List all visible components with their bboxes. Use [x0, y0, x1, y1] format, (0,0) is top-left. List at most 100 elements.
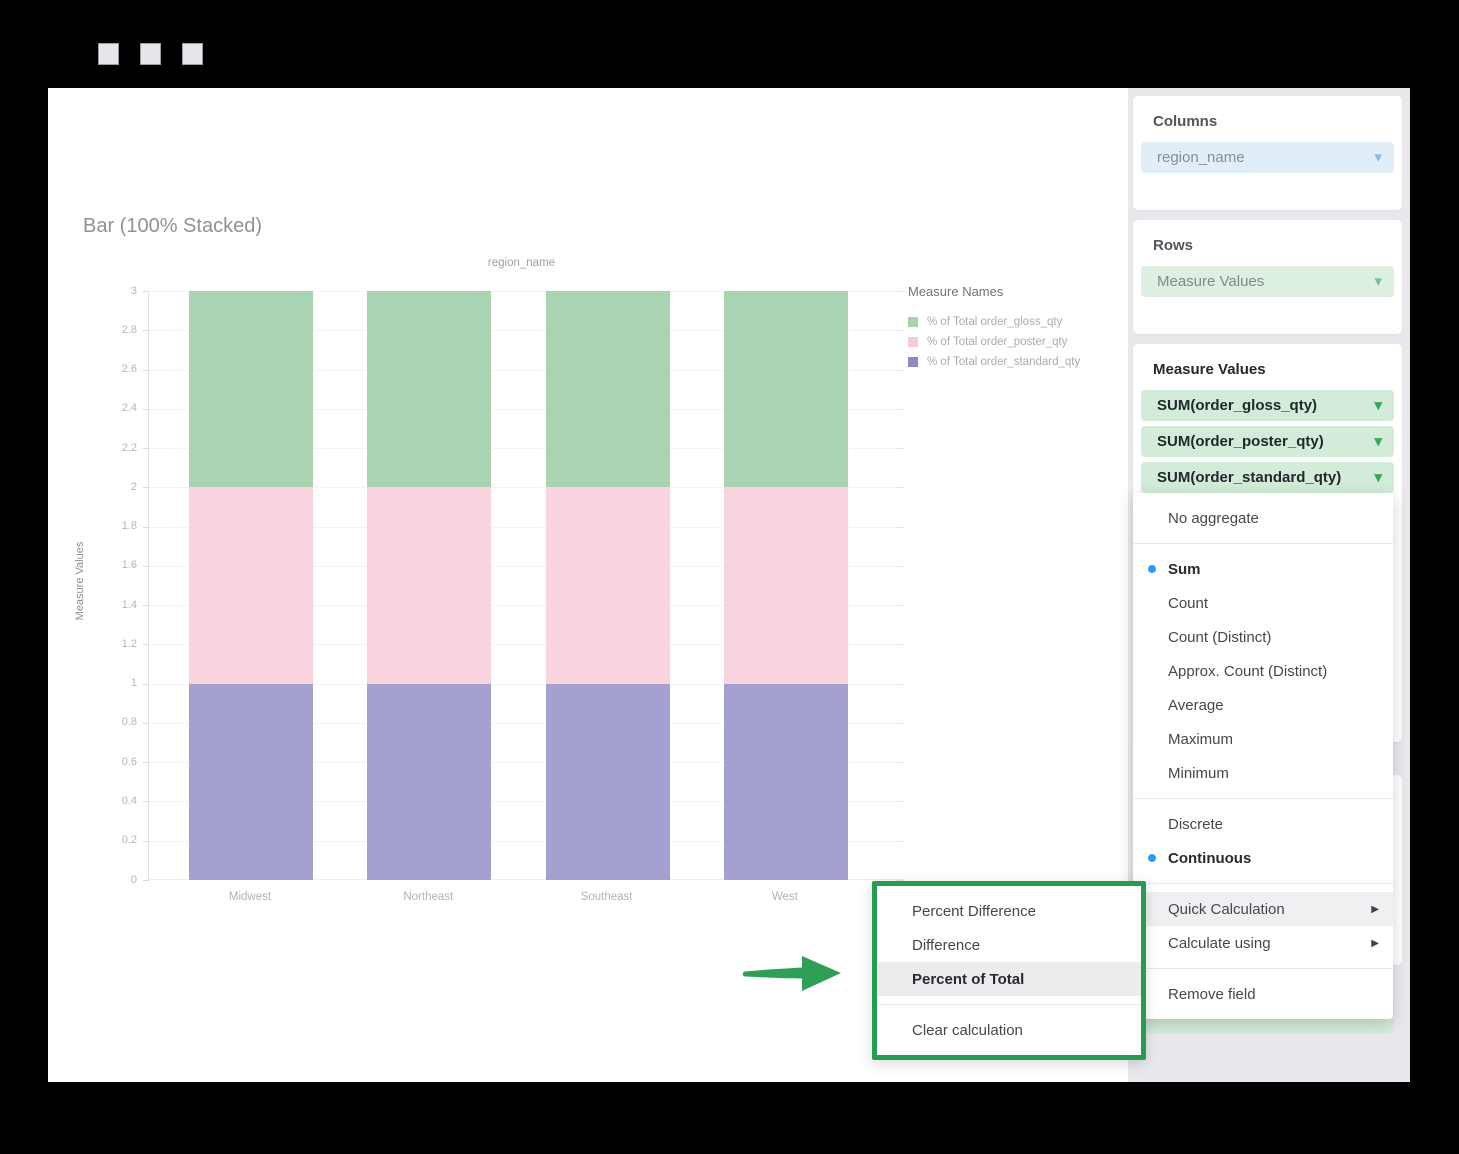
y-tick-mark: [896, 408, 904, 410]
menu-item-no-aggregate[interactable]: No aggregate: [1133, 501, 1393, 535]
menu-item-percent-difference[interactable]: Percent Difference: [877, 894, 1141, 928]
bar-segment-of-total-order-gloss-qty-west[interactable]: [723, 291, 848, 488]
legend-entry-label: % of Total order_poster_qty: [927, 336, 1068, 348]
window-control[interactable]: [140, 43, 161, 65]
pill-sum-order-standard-qty[interactable]: SUM(order_standard_qty) ▾: [1141, 462, 1394, 493]
dropdown-triangle-icon[interactable]: ▾: [1374, 273, 1382, 290]
menu-item-calculate-using[interactable]: Calculate using ▶: [1133, 926, 1393, 960]
gridline: [149, 330, 896, 332]
selected-dot-icon: [1148, 854, 1156, 862]
menu-item-label: Percent of Total: [912, 970, 1025, 988]
bar-segment-of-total-order-gloss-qty-midwest[interactable]: [189, 291, 313, 488]
rows-shelf-card: Rows Measure Values ▾: [1133, 220, 1402, 334]
bar-segment-of-total-order-poster-qty-northeast[interactable]: [367, 487, 492, 684]
gridline: [149, 448, 896, 450]
bar-segment-of-total-order-standard-qty-northeast[interactable]: [367, 683, 492, 880]
menu-item-maximum[interactable]: Maximum: [1133, 722, 1393, 756]
gridline: [149, 291, 896, 292]
y-tick-label: 1: [130, 677, 137, 690]
y-tick-mark: [143, 762, 149, 764]
y-tick-mark: [896, 722, 904, 724]
gridline: [149, 722, 896, 724]
window-control[interactable]: [98, 43, 119, 65]
bar-segment-of-total-order-poster-qty-midwest[interactable]: [189, 487, 313, 684]
y-tick-label: 2: [130, 480, 137, 493]
y-tick-mark: [896, 801, 904, 803]
menu-item-label: Count (Distinct): [1168, 628, 1272, 646]
menu-item-label: Minimum: [1168, 764, 1229, 782]
menu-item-remove-field[interactable]: Remove field: [1133, 977, 1393, 1011]
dropdown-triangle-icon[interactable]: ▾: [1374, 149, 1382, 166]
menu-item-count[interactable]: Count: [1133, 586, 1393, 620]
menu-section: Remove field: [1133, 968, 1393, 1019]
y-tick-mark: [143, 330, 149, 332]
y-tick-mark: [896, 840, 904, 842]
legend-swatch-icon: [908, 357, 918, 367]
pill-label: SUM(order_poster_qty): [1157, 433, 1324, 450]
menu-item-percent-of-total[interactable]: Percent of Total: [877, 962, 1141, 996]
menu-item-quick-calculation[interactable]: Quick Calculation ▶: [1133, 892, 1393, 926]
bar-segment-of-total-order-standard-qty-midwest[interactable]: [189, 683, 313, 880]
gridline: [149, 605, 896, 607]
bar-segment-of-total-order-gloss-qty-northeast[interactable]: [367, 291, 492, 488]
measure-values-header: Measure Values: [1153, 361, 1266, 378]
legend-entry-of-total-order-poster-qty[interactable]: % of Total order_poster_qty: [908, 332, 1080, 352]
gridline: [149, 487, 896, 489]
y-tick-mark: [143, 722, 149, 724]
y-tick-mark: [896, 762, 904, 764]
y-tick-mark: [143, 565, 149, 567]
menu-item-count-distinct[interactable]: Count (Distinct): [1133, 620, 1393, 654]
gridline: [149, 408, 896, 410]
y-tick-mark: [896, 526, 904, 528]
menu-item-label: Remove field: [1168, 985, 1256, 1003]
menu-item-label: Average: [1168, 696, 1224, 714]
legend-entry-label: % of Total order_standard_qty: [927, 356, 1081, 368]
gridline: [149, 565, 896, 567]
columns-shelf-header: Columns: [1153, 113, 1218, 130]
menu-item-difference[interactable]: Difference: [877, 928, 1141, 962]
legend-entry-of-total-order-gloss-qty[interactable]: % of Total order_gloss_qty: [908, 312, 1080, 332]
menu-item-minimum[interactable]: Minimum: [1133, 756, 1393, 790]
gridline: [149, 762, 896, 764]
bar-segment-of-total-order-poster-qty-west[interactable]: [723, 487, 848, 684]
menu-item-discrete[interactable]: Discrete: [1133, 807, 1393, 841]
menu-item-average[interactable]: Average: [1133, 688, 1393, 722]
pill-region-name[interactable]: region_name ▾: [1141, 142, 1394, 173]
callout-arrow-icon: [742, 956, 841, 991]
y-tick-label: 0.8: [121, 716, 137, 729]
bar-segment-of-total-order-poster-qty-southeast[interactable]: [545, 487, 670, 684]
y-tick-label: 1.4: [121, 598, 137, 611]
y-tick-mark: [143, 880, 149, 881]
pill-sum-order-poster-qty[interactable]: SUM(order_poster_qty) ▾: [1141, 426, 1394, 457]
y-tick-mark: [143, 801, 149, 803]
menu-item-sum[interactable]: Sum: [1133, 552, 1393, 586]
bar-segment-of-total-order-standard-qty-west[interactable]: [723, 683, 848, 880]
y-tick-mark: [143, 291, 149, 292]
y-tick-label: 2.4: [121, 402, 137, 415]
menu-item-clear-calculation[interactable]: Clear calculation: [877, 1013, 1141, 1047]
y-tick-mark: [143, 448, 149, 450]
y-tick-label: 1.8: [121, 520, 137, 533]
y-tick-label: 0.4: [121, 794, 137, 807]
menu-item-continuous[interactable]: Continuous: [1133, 841, 1393, 875]
bar-segment-of-total-order-gloss-qty-southeast[interactable]: [545, 291, 670, 488]
y-tick-label: 1.6: [121, 559, 137, 572]
menu-item-approx-count-distinct[interactable]: Approx. Count (Distinct): [1133, 654, 1393, 688]
y-tick-mark: [143, 487, 149, 489]
dropdown-triangle-icon[interactable]: ▾: [1374, 433, 1382, 450]
y-tick-mark: [896, 605, 904, 607]
y-tick-label: 2.6: [121, 363, 137, 376]
pill-measure-values[interactable]: Measure Values ▾: [1141, 266, 1394, 297]
legend-entry-of-total-order-standard-qty[interactable]: % of Total order_standard_qty: [908, 352, 1080, 372]
x-axis-line: [149, 879, 904, 880]
menu-item-label: Clear calculation: [912, 1021, 1023, 1039]
dropdown-triangle-icon[interactable]: ▾: [1374, 397, 1382, 414]
legend-swatch-icon: [908, 337, 918, 347]
menu-item-label: Quick Calculation: [1168, 900, 1285, 918]
dropdown-triangle-icon[interactable]: ▾: [1374, 469, 1382, 486]
pill-sum-order-gloss-qty[interactable]: SUM(order_gloss_qty) ▾: [1141, 390, 1394, 421]
legend-entry-label: % of Total order_gloss_qty: [927, 316, 1063, 328]
window-control[interactable]: [182, 43, 203, 65]
bar-segment-of-total-order-standard-qty-southeast[interactable]: [545, 683, 670, 880]
